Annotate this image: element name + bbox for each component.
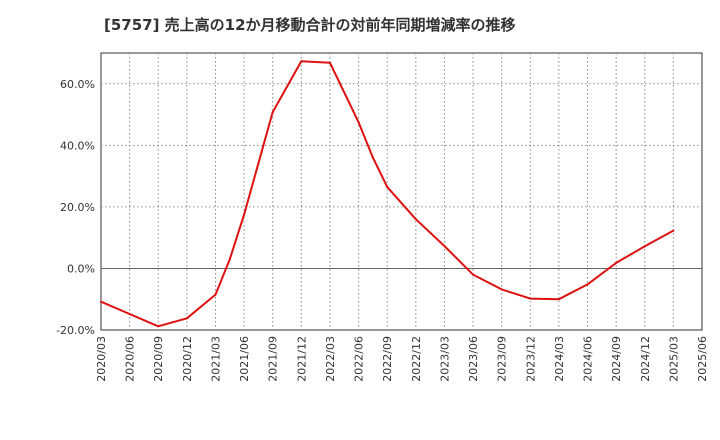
y-tick-label: -20.0% xyxy=(56,324,95,337)
data-point xyxy=(615,261,618,264)
x-tick-label: 2020/09 xyxy=(152,336,165,382)
data-point xyxy=(529,297,532,300)
x-tick-label: 2024/12 xyxy=(639,336,652,382)
x-tick-label: 2022/12 xyxy=(410,336,423,382)
x-tick-label: 2025/03 xyxy=(667,336,680,382)
data-point xyxy=(100,300,102,303)
x-tick-label: 2023/03 xyxy=(438,336,451,382)
data-point xyxy=(672,229,675,232)
y-tick-label: 60.0% xyxy=(60,78,95,91)
data-point xyxy=(214,293,217,296)
data-point xyxy=(128,312,131,315)
x-tick-label: 2021/12 xyxy=(295,336,308,382)
data-point xyxy=(472,273,475,276)
x-tick-label: 2020/03 xyxy=(95,336,108,382)
data-point xyxy=(357,121,360,124)
y-tick-label: 20.0% xyxy=(60,201,95,214)
data-point xyxy=(386,185,389,188)
y-tick-label: 0.0% xyxy=(67,262,95,275)
data-point xyxy=(157,325,160,328)
x-tick-label: 2022/06 xyxy=(353,336,366,382)
data-point xyxy=(586,283,589,286)
x-tick-label: 2023/12 xyxy=(524,336,537,382)
data-point xyxy=(414,218,417,221)
data-point xyxy=(500,288,503,291)
x-tick-label: 2023/06 xyxy=(467,336,480,382)
chart-title: [5757] 売上高の12か月移動合計の対前年同期増減率の推移 xyxy=(104,16,516,34)
x-tick-label: 2021/06 xyxy=(238,336,251,382)
x-tick-label: 2022/09 xyxy=(381,336,394,382)
data-point xyxy=(643,245,646,248)
plot-area xyxy=(100,52,703,331)
data-point xyxy=(300,60,303,63)
data-point xyxy=(185,317,188,320)
data-point xyxy=(443,244,446,247)
x-tick-label: 2020/12 xyxy=(181,336,194,382)
x-tick-label: 2023/09 xyxy=(496,336,509,382)
x-tick-label: 2024/09 xyxy=(610,336,623,382)
y-tick-label: 40.0% xyxy=(60,139,95,152)
x-tick-label: 2025/06 xyxy=(696,336,709,382)
x-tick-label: 2024/06 xyxy=(582,336,595,382)
x-tick-label: 2020/06 xyxy=(124,336,137,382)
x-tick-label: 2022/03 xyxy=(324,336,337,382)
data-point xyxy=(371,156,374,159)
x-tick-label: 2021/03 xyxy=(209,336,222,382)
data-point xyxy=(271,111,274,114)
data-point xyxy=(557,298,560,301)
data-point xyxy=(243,213,246,216)
data-point xyxy=(328,61,331,64)
data-point xyxy=(228,258,231,261)
x-tick-label: 2024/03 xyxy=(553,336,566,382)
x-tick-label: 2021/09 xyxy=(267,336,280,382)
